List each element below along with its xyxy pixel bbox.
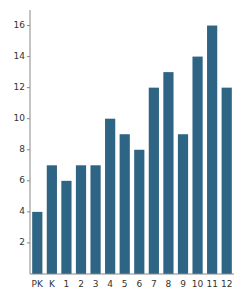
x-tick-label: 6 (136, 279, 142, 289)
bar (32, 212, 42, 274)
y-tick (27, 180, 30, 181)
x-tick-label: 11 (206, 279, 217, 289)
x-tick-label: 8 (166, 279, 172, 289)
y-tick-label: 6 (19, 175, 25, 185)
bar (61, 181, 71, 274)
y-tick (27, 211, 30, 212)
bar (222, 88, 232, 274)
x-tick-label: 7 (151, 279, 157, 289)
bar (149, 88, 159, 274)
y-tick-label: 16 (14, 20, 26, 30)
y-tick-label: 14 (14, 51, 26, 61)
y-tick (27, 56, 30, 57)
x-tick-label: 12 (221, 279, 232, 289)
bar (90, 165, 100, 274)
x-tick-label: K (49, 279, 56, 289)
x-tick-label: 3 (93, 279, 99, 289)
x-tick-label: 1 (64, 279, 70, 289)
x-tick-label: 10 (192, 279, 204, 289)
bar (105, 119, 115, 274)
bar (192, 57, 202, 274)
y-tick (27, 25, 30, 26)
x-tick-label: 5 (122, 279, 128, 289)
x-tick-label: PK (32, 279, 44, 289)
chart-container: 246810121416PKK123456789101112 (0, 0, 240, 296)
bar (134, 150, 144, 274)
bar (47, 165, 57, 274)
bar (120, 134, 130, 274)
bar (76, 165, 86, 274)
bar (163, 72, 173, 274)
y-tick (27, 242, 30, 243)
y-tick-label: 2 (19, 237, 25, 247)
y-tick (27, 149, 30, 150)
x-tick-label: 2 (78, 279, 84, 289)
x-axis-line (30, 274, 234, 275)
bars (32, 26, 232, 274)
bar (207, 26, 217, 274)
x-tick-label: 9 (180, 279, 186, 289)
y-tick-label: 10 (14, 113, 26, 123)
y-tick-label: 8 (19, 144, 25, 154)
y-tick (27, 118, 30, 119)
y-axis-line (30, 10, 31, 274)
y-tick (27, 87, 30, 88)
chart: 246810121416PKK123456789101112 (0, 0, 240, 296)
y-tick-label: 12 (14, 82, 25, 92)
x-tick-label: 4 (107, 279, 113, 289)
bar (178, 134, 188, 274)
y-tick-label: 4 (19, 206, 25, 216)
